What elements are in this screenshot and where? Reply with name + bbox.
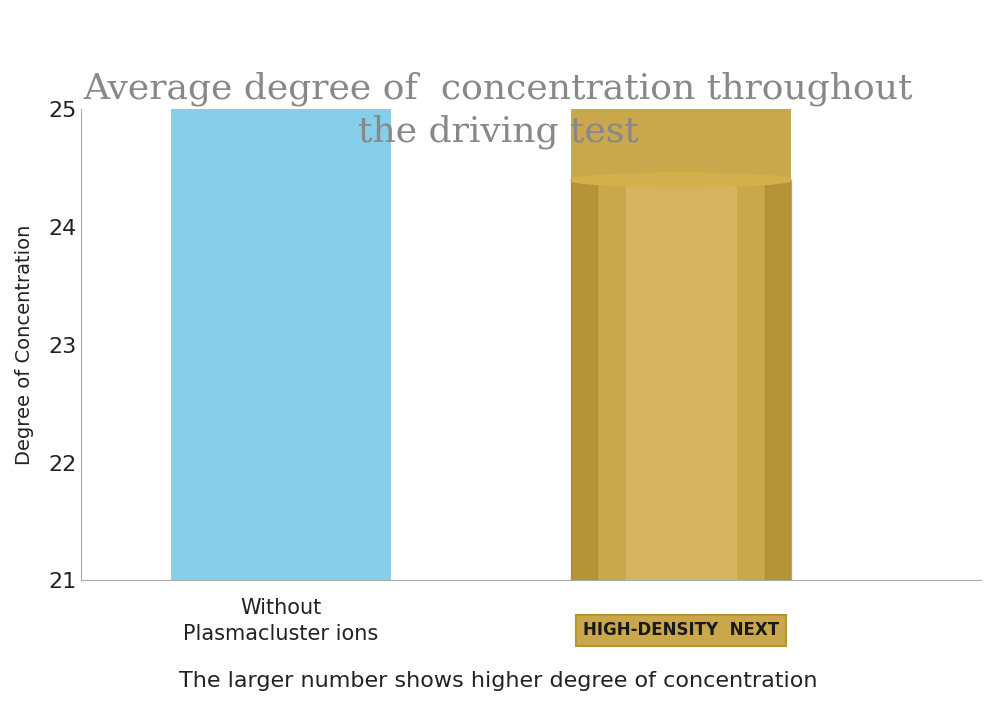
Text: Average degree of  concentration throughout
the driving test: Average degree of concentration througho… [84,72,912,149]
Y-axis label: Degree of Concentration: Degree of Concentration [15,225,34,465]
Text: HIGH-DENSITY  NEXT: HIGH-DENSITY NEXT [583,621,779,639]
Text: The larger number shows higher degree of concentration: The larger number shows higher degree of… [178,671,818,691]
Bar [626,180,736,580]
Text: Without
Plasmacluster ions: Without Plasmacluster ions [183,598,378,644]
Bar [571,0,791,580]
Bar [571,180,598,580]
Ellipse shape [571,173,791,187]
Bar [171,0,391,580]
Bar [765,180,791,580]
